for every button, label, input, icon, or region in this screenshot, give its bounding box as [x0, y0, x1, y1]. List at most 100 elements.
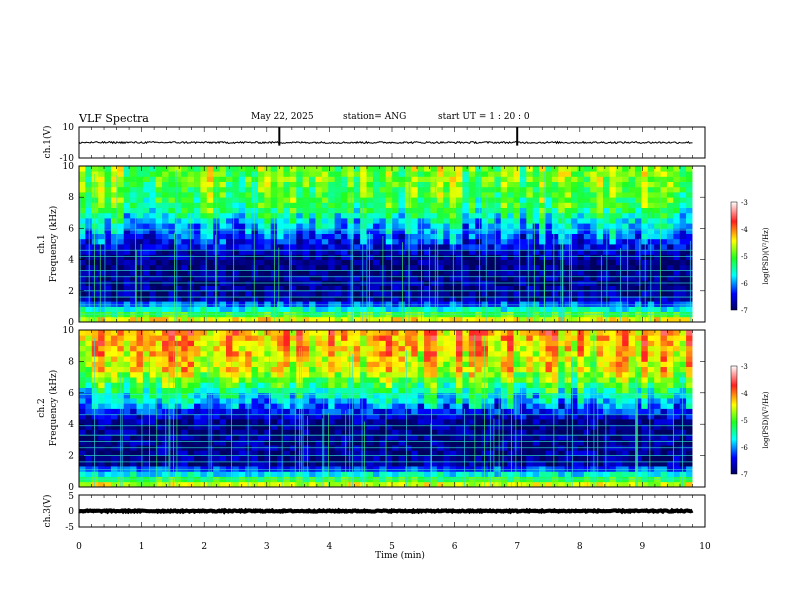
spectrogram-cell — [110, 285, 118, 292]
spectrogram-cell — [532, 306, 540, 312]
spectrogram-cell — [245, 345, 252, 352]
spectrogram-cell — [487, 264, 495, 271]
spectrogram-cell — [353, 350, 361, 357]
spectrogram-cell — [519, 176, 527, 182]
spectrogram-cell — [609, 218, 617, 224]
spectrogram-cell — [532, 259, 540, 266]
spectrogram-cell — [347, 186, 355, 193]
spectrogram-cell — [232, 382, 240, 388]
spectrogram-cell — [424, 434, 431, 441]
spectrogram-cell — [571, 264, 578, 271]
spectrogram-cell — [162, 392, 169, 399]
spectrogram-cell — [277, 192, 284, 198]
spectrogram-cell — [289, 244, 297, 250]
spectrogram-cell — [353, 238, 361, 245]
spectrogram-cell — [123, 197, 131, 203]
spectrogram-cell — [622, 306, 629, 312]
spectrogram-cell — [571, 306, 578, 312]
spectrogram-cell — [302, 316, 310, 323]
spectrogram-cell — [194, 316, 201, 323]
spectrogram-cell — [85, 366, 93, 373]
spectrogram-cell — [238, 316, 246, 323]
spectrogram-cell — [590, 192, 598, 198]
spectrogram-cell — [379, 455, 387, 462]
spectrogram-cell — [257, 403, 265, 409]
spectrogram-cell — [238, 340, 246, 347]
spectrogram-cell — [321, 244, 329, 250]
spectrogram-cell — [155, 186, 163, 193]
spectrogram-cell — [456, 176, 463, 182]
spectrogram-cell — [392, 181, 399, 188]
spectrogram-cell — [168, 207, 176, 214]
spectrogram-cell — [225, 238, 233, 245]
spectrogram-cell — [430, 244, 438, 250]
spectrogram-cell — [181, 228, 189, 234]
spectrogram-cell — [481, 171, 489, 177]
spectrogram-cell — [500, 244, 508, 250]
spectrogram-cell — [686, 207, 693, 214]
spectrogram-cell — [187, 387, 195, 394]
spectrogram-cell — [155, 434, 163, 441]
spectrogram-cell — [347, 366, 355, 373]
spectrogram-cell — [289, 471, 297, 477]
spectrogram-cell — [309, 212, 316, 219]
spectrogram-cell — [270, 450, 278, 456]
spectrogram-cell — [532, 212, 540, 219]
spectrogram-cell — [181, 455, 189, 462]
spectrogram-cell — [315, 403, 323, 409]
spectrogram-cell — [596, 259, 604, 266]
spectrogram-cell — [225, 392, 233, 399]
spectrogram-cell — [360, 228, 367, 234]
spectrogram-cell — [136, 340, 144, 347]
spectrogram-cell — [436, 413, 444, 420]
spectrogram-cell — [372, 207, 380, 214]
spectrogram-cell — [513, 192, 521, 198]
spectrogram-cell — [123, 238, 131, 245]
spectrogram-cell — [436, 429, 444, 436]
spectrogram-cell — [110, 192, 118, 198]
spectrogram-cell — [257, 233, 265, 240]
spectrogram-cell — [206, 228, 214, 234]
spectrogram-cell — [149, 481, 157, 488]
spectrogram-cell — [654, 285, 661, 292]
spectrogram-cell — [347, 424, 355, 430]
spectrogram-cell — [372, 466, 380, 472]
spectrogram-cell — [155, 413, 163, 420]
spectrogram-cell — [551, 259, 559, 266]
spectrogram-cell — [328, 270, 336, 276]
spectrogram-cell — [577, 238, 585, 245]
spectrogram-cell — [456, 171, 463, 177]
spectrogram-cell — [436, 361, 444, 368]
spectrogram-cell — [174, 466, 182, 472]
spectrogram-cell — [142, 275, 150, 281]
spectrogram-cell — [245, 275, 252, 281]
spectrogram-cell — [494, 264, 502, 271]
spectrogram-cell — [577, 290, 585, 297]
spectrogram-cell — [551, 202, 559, 208]
spectrogram-cell — [366, 377, 374, 383]
spectrogram-cell — [417, 398, 425, 404]
spectrogram-cell — [155, 371, 163, 378]
spectrogram-cell — [494, 301, 502, 307]
spectrogram-cell — [551, 181, 559, 188]
spectrogram-cell — [686, 290, 693, 297]
spectrogram-cell — [603, 249, 610, 255]
spectrogram-cell — [526, 176, 534, 182]
spectrogram-cell — [328, 290, 336, 297]
spectrogram-cell — [660, 259, 668, 266]
spectrogram-cell — [634, 270, 642, 276]
spectrogram-cell — [104, 207, 112, 214]
spectrogram-cell — [539, 212, 546, 219]
spectrogram-cell — [481, 197, 489, 203]
spectrogram-cell — [206, 238, 214, 245]
spectrogram-cell — [104, 171, 112, 177]
spectrogram-cell — [430, 377, 438, 383]
spectrogram-cell — [392, 212, 399, 219]
spectrogram-cell — [194, 166, 201, 172]
spectrogram-cell — [372, 439, 380, 446]
spectrogram-cell — [174, 408, 182, 415]
spectrogram-cell — [379, 186, 387, 193]
spectrogram-cell — [411, 212, 419, 219]
spectrogram-cell — [85, 439, 93, 446]
spectrogram-cell — [257, 249, 265, 255]
